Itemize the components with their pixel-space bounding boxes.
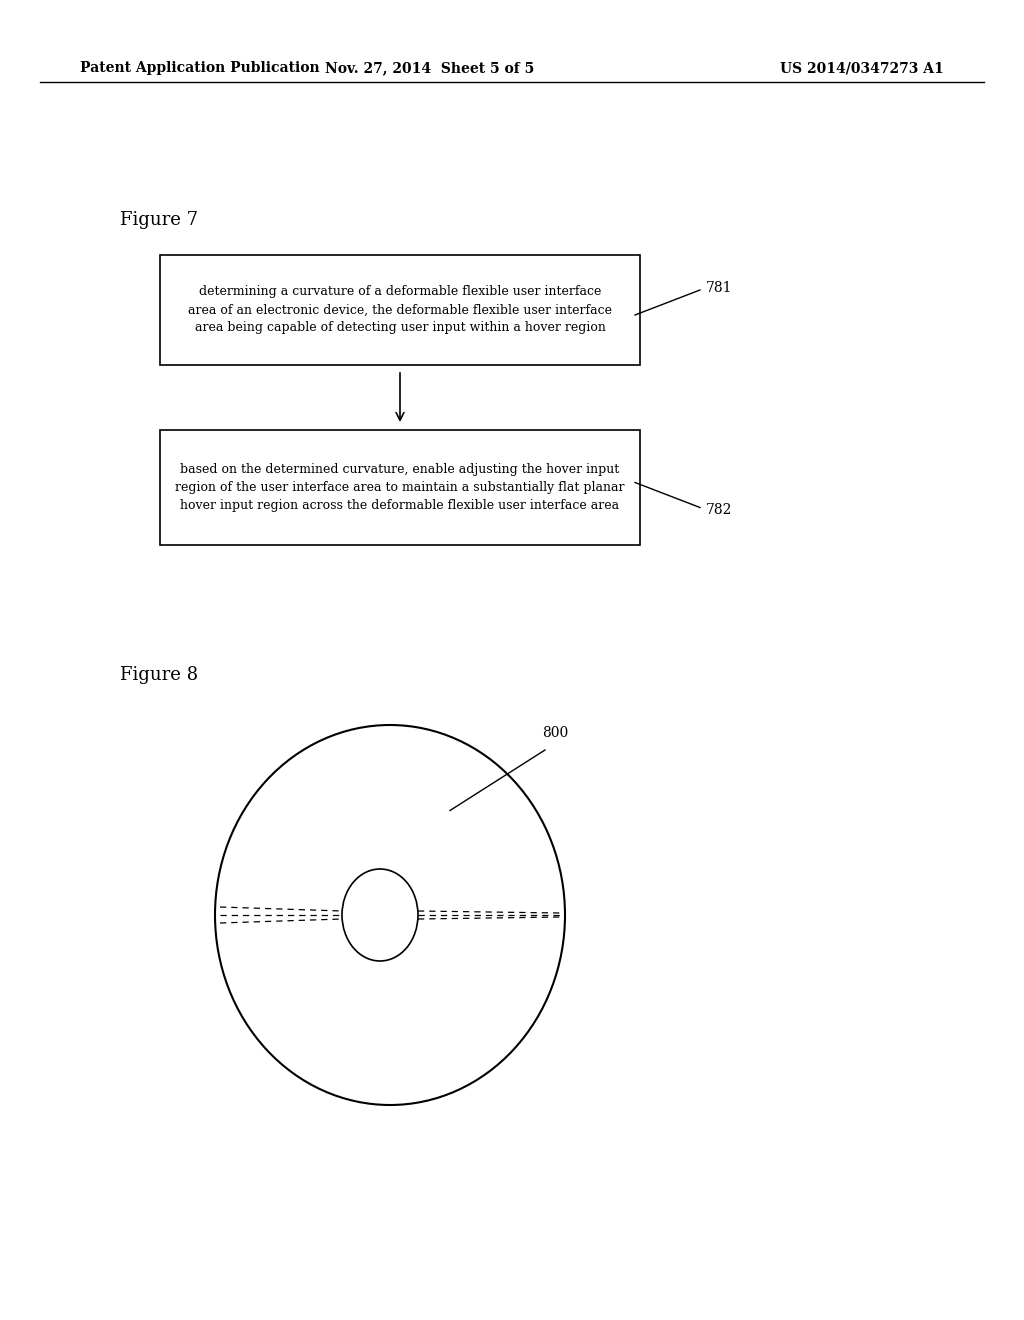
Text: Figure 7: Figure 7 [120, 211, 198, 228]
Text: Nov. 27, 2014  Sheet 5 of 5: Nov. 27, 2014 Sheet 5 of 5 [326, 61, 535, 75]
Text: 782: 782 [706, 503, 732, 516]
Text: US 2014/0347273 A1: US 2014/0347273 A1 [780, 61, 944, 75]
Ellipse shape [215, 725, 565, 1105]
Text: Figure 8: Figure 8 [120, 667, 198, 684]
Text: Patent Application Publication: Patent Application Publication [80, 61, 319, 75]
Text: determining a curvature of a deformable flexible user interface
area of an elect: determining a curvature of a deformable … [188, 285, 612, 334]
Ellipse shape [342, 869, 418, 961]
Text: based on the determined curvature, enable adjusting the hover input
region of th: based on the determined curvature, enabl… [175, 463, 625, 512]
Bar [160, 255, 640, 366]
Text: 781: 781 [706, 281, 732, 294]
Text: 800: 800 [542, 726, 568, 741]
Bar [160, 430, 640, 545]
